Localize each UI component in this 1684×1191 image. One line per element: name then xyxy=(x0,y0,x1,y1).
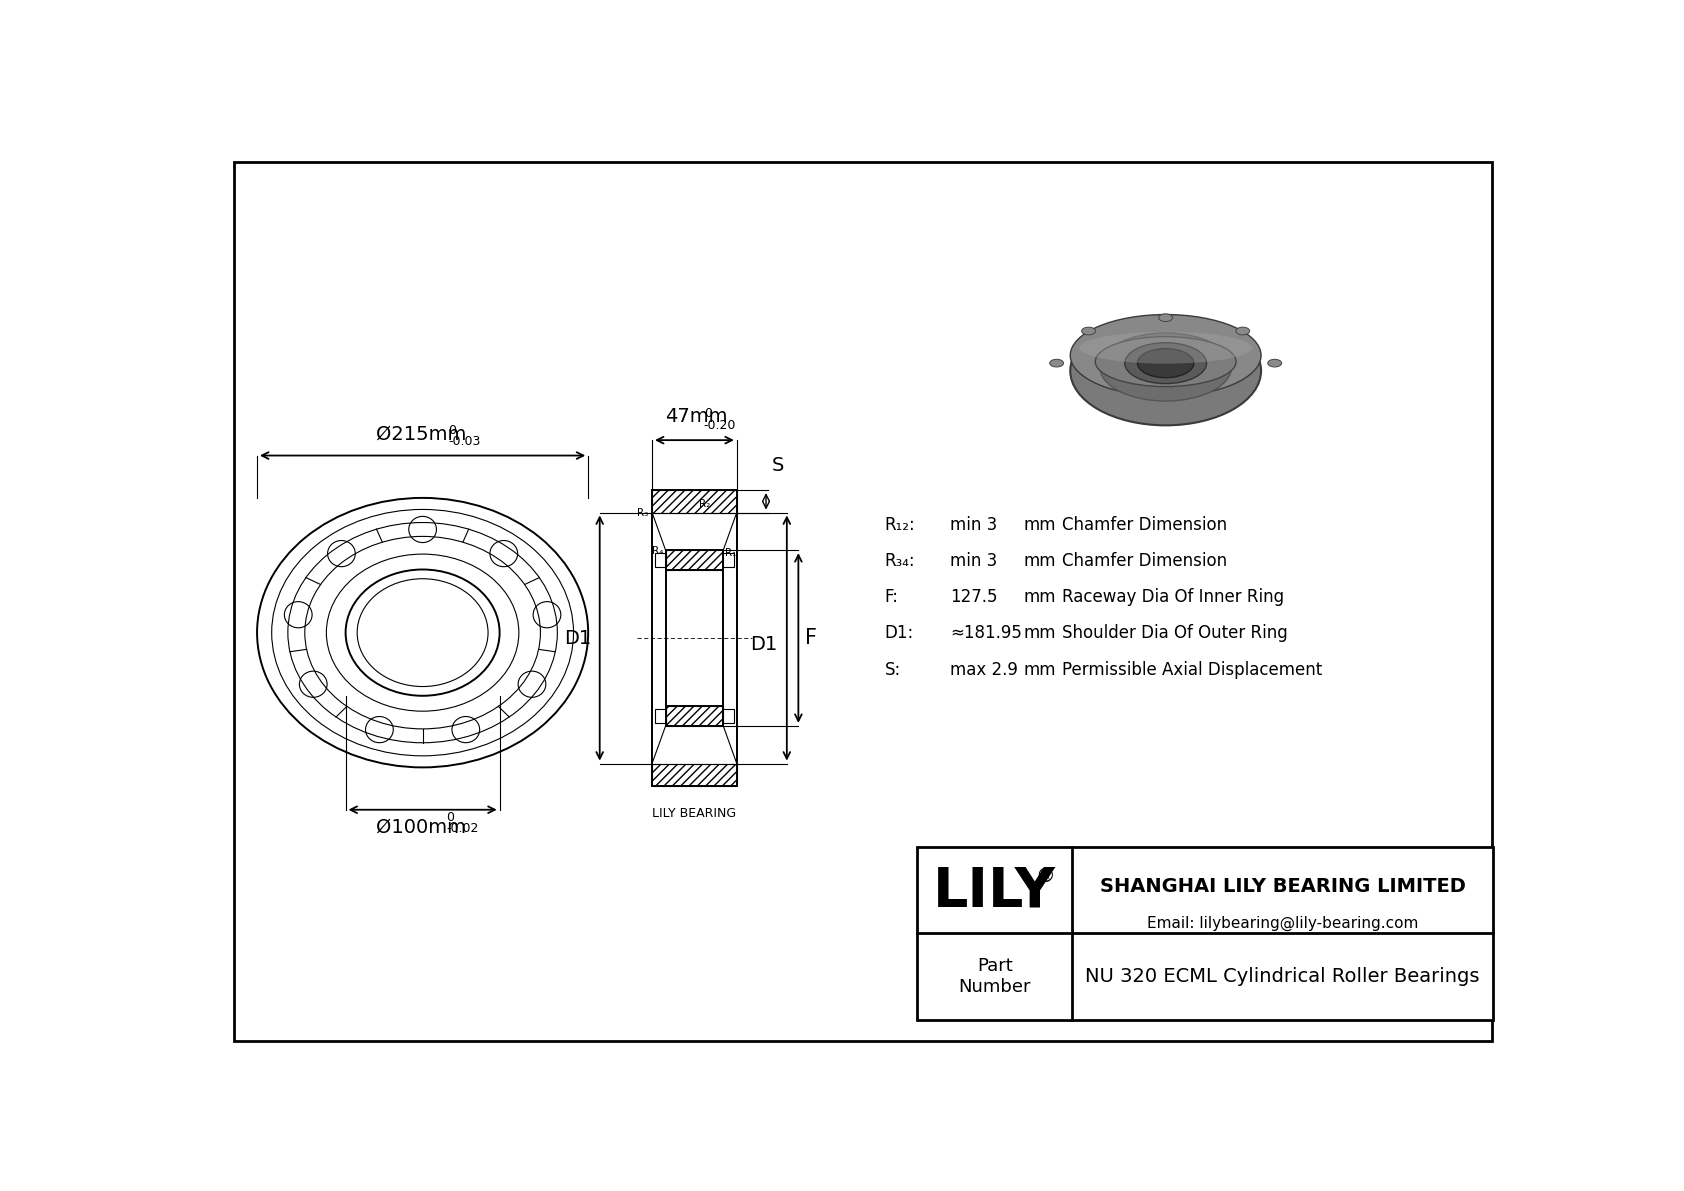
Ellipse shape xyxy=(1159,314,1172,322)
Text: Chamfer Dimension: Chamfer Dimension xyxy=(1061,553,1228,570)
Ellipse shape xyxy=(1081,328,1096,335)
Text: 0: 0 xyxy=(704,407,712,420)
Text: 0: 0 xyxy=(448,424,456,437)
Bar xyxy=(652,491,738,512)
Text: 0: 0 xyxy=(446,811,455,824)
Text: Shoulder Dia Of Outer Ring: Shoulder Dia Of Outer Ring xyxy=(1061,624,1288,642)
Text: S:: S: xyxy=(884,661,901,679)
Bar xyxy=(665,706,722,725)
Text: mm: mm xyxy=(1024,661,1056,679)
Text: Chamfer Dimension: Chamfer Dimension xyxy=(1061,516,1228,534)
Ellipse shape xyxy=(1236,328,1250,335)
Text: 47mm: 47mm xyxy=(665,407,727,426)
Text: R₃: R₃ xyxy=(637,509,648,518)
Text: Permissible Axial Displacement: Permissible Axial Displacement xyxy=(1061,661,1322,679)
Bar xyxy=(665,550,722,570)
Ellipse shape xyxy=(1071,314,1261,397)
Bar xyxy=(722,553,734,567)
Text: R₁₂:: R₁₂: xyxy=(884,516,916,534)
Text: min 3: min 3 xyxy=(950,553,997,570)
Text: mm: mm xyxy=(1024,553,1056,570)
Text: F:: F: xyxy=(884,588,899,606)
Ellipse shape xyxy=(1095,337,1236,387)
Text: R₂: R₂ xyxy=(699,499,711,509)
Text: Ø215mm: Ø215mm xyxy=(377,424,466,443)
Text: mm: mm xyxy=(1024,516,1056,534)
Text: D1: D1 xyxy=(564,629,591,648)
Text: Ø100mm: Ø100mm xyxy=(377,817,466,836)
Text: LILY BEARING: LILY BEARING xyxy=(652,807,736,821)
Bar xyxy=(652,763,738,786)
Ellipse shape xyxy=(1049,360,1064,367)
Bar xyxy=(665,706,722,725)
Ellipse shape xyxy=(1125,343,1206,384)
Text: ®: ® xyxy=(1036,867,1054,886)
Text: mm: mm xyxy=(1024,588,1056,606)
Text: min 3: min 3 xyxy=(950,516,997,534)
Bar xyxy=(665,550,722,570)
Bar xyxy=(652,491,738,512)
Text: R₃₄:: R₃₄: xyxy=(884,553,914,570)
Text: R₄: R₄ xyxy=(652,547,663,556)
Ellipse shape xyxy=(1100,333,1231,401)
Text: ≈181.95: ≈181.95 xyxy=(950,624,1022,642)
Text: -0.02: -0.02 xyxy=(446,822,478,835)
Text: SHANGHAI LILY BEARING LIMITED: SHANGHAI LILY BEARING LIMITED xyxy=(1100,877,1465,896)
Text: LILY: LILY xyxy=(933,865,1056,918)
Text: -0.20: -0.20 xyxy=(704,419,736,431)
Bar xyxy=(722,709,734,723)
Ellipse shape xyxy=(1071,317,1261,425)
Text: R₁: R₁ xyxy=(724,548,736,559)
Text: mm: mm xyxy=(1024,624,1056,642)
Bar xyxy=(652,763,738,786)
Text: D1: D1 xyxy=(749,635,778,654)
Text: Part
Number: Part Number xyxy=(958,958,1031,996)
Text: max 2.9: max 2.9 xyxy=(950,661,1017,679)
Text: 127.5: 127.5 xyxy=(950,588,997,606)
Text: -0.03: -0.03 xyxy=(448,435,480,448)
Ellipse shape xyxy=(1268,360,1282,367)
Text: NU 320 ECML Cylindrical Roller Bearings: NU 320 ECML Cylindrical Roller Bearings xyxy=(1086,967,1480,986)
Text: Email: lilybearing@lily-bearing.com: Email: lilybearing@lily-bearing.com xyxy=(1147,916,1418,930)
Bar xyxy=(918,847,1494,1019)
Bar xyxy=(655,709,665,723)
Bar xyxy=(655,553,665,567)
Text: S: S xyxy=(773,456,785,475)
Text: Raceway Dia Of Inner Ring: Raceway Dia Of Inner Ring xyxy=(1061,588,1283,606)
Text: D1:: D1: xyxy=(884,624,914,642)
Ellipse shape xyxy=(1137,349,1194,378)
Ellipse shape xyxy=(1079,332,1251,363)
Text: F: F xyxy=(805,628,817,648)
